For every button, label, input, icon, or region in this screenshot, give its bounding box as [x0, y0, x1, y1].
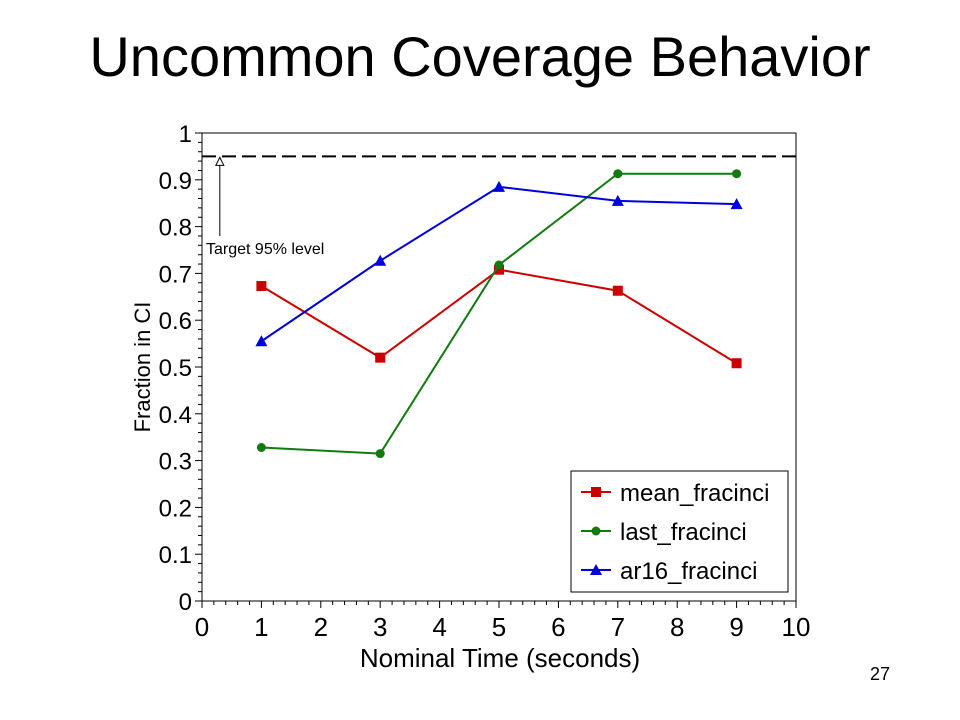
y-axis-label: Fraction in CI [130, 302, 155, 433]
x-tick-label: 3 [373, 612, 387, 642]
legend-label: mean_fracinci [620, 480, 769, 507]
data-point [730, 198, 743, 210]
y-tick-label: 0.6 [159, 308, 192, 335]
legend-item: mean_fracinci [581, 480, 769, 507]
y-tick-label: 1 [179, 121, 192, 148]
x-tick-label: 5 [492, 612, 506, 642]
data-point [494, 260, 504, 270]
series-ar16_fracinci [255, 180, 743, 347]
legend-marker [591, 487, 601, 497]
page-number: 27 [869, 664, 890, 684]
y-tick-label: 0.1 [159, 542, 192, 569]
legend-label: ar16_fracinci [620, 558, 757, 585]
y-tick-label: 0.8 [159, 215, 192, 242]
legend-item: last_fracinci [581, 519, 747, 546]
series-last_fracinci [256, 169, 742, 459]
data-point [493, 180, 505, 192]
data-point [612, 285, 623, 296]
slide-title: Uncommon Coverage Behavior [89, 25, 871, 88]
series-line [261, 172, 737, 455]
x-tick-label: 10 [782, 612, 811, 642]
y-tick-label: 0.5 [159, 355, 192, 382]
x-axis-label: Nominal Time (seconds) [360, 643, 640, 673]
data-point [255, 335, 268, 347]
series-mean_fracinci [256, 264, 742, 369]
y-tick-label: 0 [179, 589, 192, 616]
x-tick-label: 8 [670, 612, 684, 642]
y-tick-label: 0.4 [159, 402, 192, 429]
y-tick-label: 0.2 [159, 495, 192, 522]
data-point [374, 254, 387, 266]
y-tick-label: 0.3 [159, 449, 192, 476]
x-tick-label: 2 [314, 612, 328, 642]
data-point [375, 449, 385, 459]
x-tick-label: 6 [551, 612, 565, 642]
legend-label: last_fracinci [620, 519, 747, 546]
x-tick-label: 1 [254, 612, 268, 642]
x-tick-label: 4 [432, 612, 446, 642]
legend-marker [590, 564, 602, 575]
data-point [731, 358, 742, 369]
x-tick-label: 7 [611, 612, 625, 642]
y-tick-label: 0.7 [159, 261, 192, 288]
data-point [375, 352, 386, 363]
data-point [256, 442, 266, 452]
target-annotation-label: Target 95% level [206, 241, 324, 258]
legend-item: ar16_fracinci [581, 558, 757, 585]
data-point [256, 281, 267, 292]
annotation-arrowhead [215, 156, 225, 166]
x-tick-label: 9 [729, 612, 743, 642]
data-point [613, 169, 623, 179]
data-point [732, 169, 742, 179]
series-line [260, 268, 738, 365]
legend-marker [591, 526, 601, 536]
data-point [611, 194, 624, 206]
x-tick-label: 0 [195, 612, 209, 642]
data-point [494, 264, 504, 275]
y-tick-label: 0.9 [159, 168, 192, 195]
